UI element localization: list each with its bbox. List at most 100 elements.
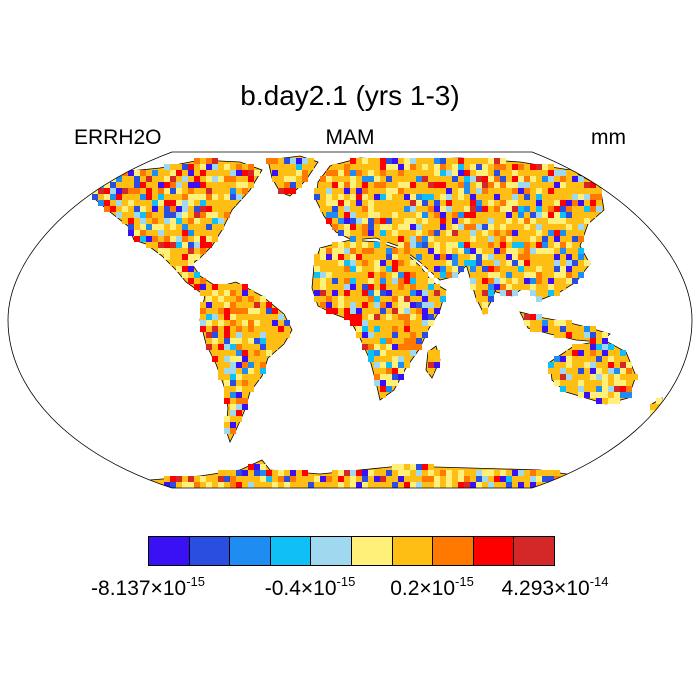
data-pixel — [386, 194, 392, 200]
data-pixel — [176, 206, 182, 212]
data-pixel — [344, 476, 350, 482]
data-pixel — [590, 350, 596, 356]
data-pixel — [248, 290, 254, 296]
data-pixel — [584, 332, 590, 338]
data-pixel — [278, 338, 284, 344]
data-pixel — [290, 188, 296, 194]
data-pixel — [362, 476, 368, 482]
data-pixel — [428, 212, 434, 218]
data-pixel — [338, 290, 344, 296]
data-pixel — [482, 164, 488, 170]
data-pixel — [320, 206, 326, 212]
data-pixel — [512, 278, 518, 284]
data-pixel — [338, 188, 344, 194]
data-pixel — [416, 326, 422, 332]
data-pixel — [224, 392, 230, 398]
data-pixel — [344, 296, 350, 302]
data-pixel — [320, 182, 326, 188]
data-pixel — [452, 164, 458, 170]
data-pixel — [350, 200, 356, 206]
data-pixel — [356, 176, 362, 182]
data-pixel — [428, 176, 434, 182]
data-pixel — [368, 212, 374, 218]
data-pixel — [224, 314, 230, 320]
data-pixel — [422, 296, 428, 302]
data-pixel — [410, 182, 416, 188]
data-pixel — [446, 212, 452, 218]
data-pixel — [320, 266, 326, 272]
data-pixel — [572, 170, 578, 176]
data-pixel — [482, 254, 488, 260]
data-pixel — [482, 158, 488, 164]
data-pixel — [290, 164, 296, 170]
data-pixel — [320, 260, 326, 266]
plot-title: b.day2.1 (yrs 1-3) — [240, 80, 460, 111]
data-pixel — [476, 242, 482, 248]
data-pixel — [416, 176, 422, 182]
data-pixel — [488, 170, 494, 176]
data-pixel — [164, 218, 170, 224]
data-pixel — [314, 290, 320, 296]
data-pixel — [380, 380, 386, 386]
data-pixel — [536, 320, 542, 326]
data-pixel — [368, 476, 374, 482]
data-pixel — [560, 188, 566, 194]
data-pixel — [200, 164, 206, 170]
data-pixel — [266, 344, 272, 350]
data-pixel — [182, 188, 188, 194]
data-pixel — [176, 254, 182, 260]
data-pixel — [206, 314, 212, 320]
data-pixel — [542, 290, 548, 296]
data-pixel — [362, 326, 368, 332]
data-pixel — [326, 284, 332, 290]
data-pixel — [518, 230, 524, 236]
data-pixel — [380, 212, 386, 218]
data-pixel — [242, 356, 248, 362]
data-pixel — [398, 188, 404, 194]
data-pixel — [350, 230, 356, 236]
data-pixel — [518, 170, 524, 176]
data-pixel — [242, 392, 248, 398]
data-pixel — [332, 272, 338, 278]
data-pixel — [620, 380, 626, 386]
data-pixel — [182, 242, 188, 248]
data-pixel — [206, 206, 212, 212]
data-pixel — [374, 164, 380, 170]
data-pixel — [398, 176, 404, 182]
data-pixel — [470, 182, 476, 188]
data-pixel — [380, 206, 386, 212]
data-pixel — [362, 482, 368, 488]
data-pixel — [446, 224, 452, 230]
data-pixel — [278, 332, 284, 338]
data-pixel — [110, 194, 116, 200]
data-pixel — [566, 188, 572, 194]
data-pixel — [284, 476, 290, 482]
data-pixel — [524, 476, 530, 482]
data-pixel — [530, 260, 536, 266]
data-pixel — [326, 212, 332, 218]
data-pixel — [182, 218, 188, 224]
data-pixel — [188, 476, 194, 482]
data-pixel — [284, 176, 290, 182]
data-pixel — [524, 182, 530, 188]
data-pixel — [518, 482, 524, 488]
data-pixel — [560, 212, 566, 218]
data-pixel — [278, 314, 284, 320]
data-pixel — [368, 218, 374, 224]
data-pixel — [614, 380, 620, 386]
data-pixel — [470, 236, 476, 242]
data-pixel — [290, 182, 296, 188]
data-pixel — [242, 380, 248, 386]
data-pixel — [476, 482, 482, 488]
data-pixel — [254, 308, 260, 314]
data-pixel — [440, 188, 446, 194]
data-pixel — [374, 302, 380, 308]
data-pixel — [566, 182, 572, 188]
data-pixel — [596, 362, 602, 368]
data-pixel — [404, 218, 410, 224]
data-pixel — [392, 254, 398, 260]
data-pixel — [608, 356, 614, 362]
data-pixel — [314, 260, 320, 266]
data-pixel — [494, 470, 500, 476]
data-pixel — [596, 482, 602, 488]
